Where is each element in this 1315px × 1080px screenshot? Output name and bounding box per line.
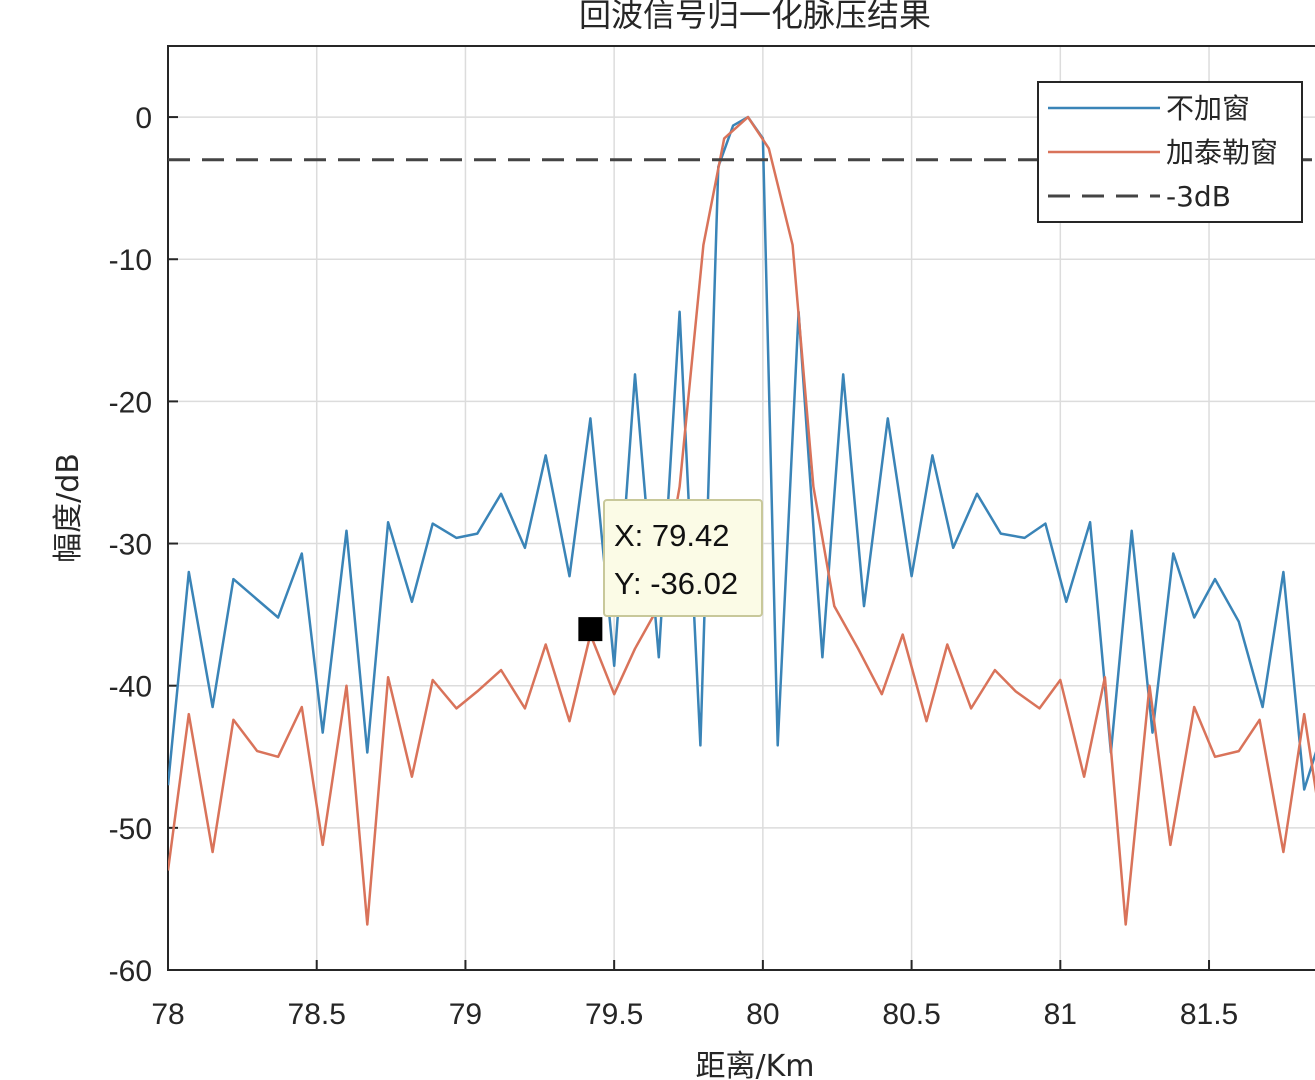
chart-title: 回波信号归一化脉压结果 xyxy=(579,0,931,34)
datatip-y-label: Y: -36.02 xyxy=(614,566,738,601)
x-tick-label: 81 xyxy=(1044,998,1077,1031)
legend-label: -3dB xyxy=(1166,180,1231,213)
y-tick-label: 0 xyxy=(135,102,152,135)
x-tick-labels: 78 78.5 79 79.5 80 80.5 81 81.5 xyxy=(151,998,1238,1031)
y-tick-label: -60 xyxy=(109,955,152,988)
y-axis-title: 幅度/dB xyxy=(51,453,86,563)
plot-frame xyxy=(167,45,1315,971)
y-tick-label: -20 xyxy=(109,386,152,419)
legend-label: 不加窗 xyxy=(1166,92,1250,125)
legend-box xyxy=(1037,81,1303,223)
x-tick-label: 81.5 xyxy=(1180,998,1238,1031)
datatip-box xyxy=(603,499,763,617)
x-tick-label: 79 xyxy=(449,998,482,1031)
y-tick-label: -10 xyxy=(109,244,152,277)
marker-layer xyxy=(578,617,603,642)
tick-marks xyxy=(167,116,1211,971)
x-tick-label: 78 xyxy=(151,998,184,1031)
y-tick-label: -50 xyxy=(109,813,152,846)
datatip-x-label: X: 79.42 xyxy=(614,518,729,553)
x-tick-label: 80.5 xyxy=(882,998,940,1031)
y-tick-label: -40 xyxy=(109,671,152,704)
datatip[interactable]: X: 79.42 Y: -36.02 xyxy=(603,499,763,617)
y-tick-labels: 0 -10 -20 -30 -40 -50 -60 xyxy=(109,102,152,988)
x-tick-label: 79.5 xyxy=(585,998,643,1031)
x-tick-label: 80 xyxy=(746,998,779,1031)
y-tick-label: -30 xyxy=(109,529,152,562)
x-tick-label: 78.5 xyxy=(288,998,346,1031)
datatip-marker[interactable] xyxy=(578,617,603,642)
x-axis-title: 距离/Km xyxy=(695,1049,814,1080)
series-line-1 xyxy=(168,115,1315,926)
legend-label: 加泰勒窗 xyxy=(1166,136,1278,169)
